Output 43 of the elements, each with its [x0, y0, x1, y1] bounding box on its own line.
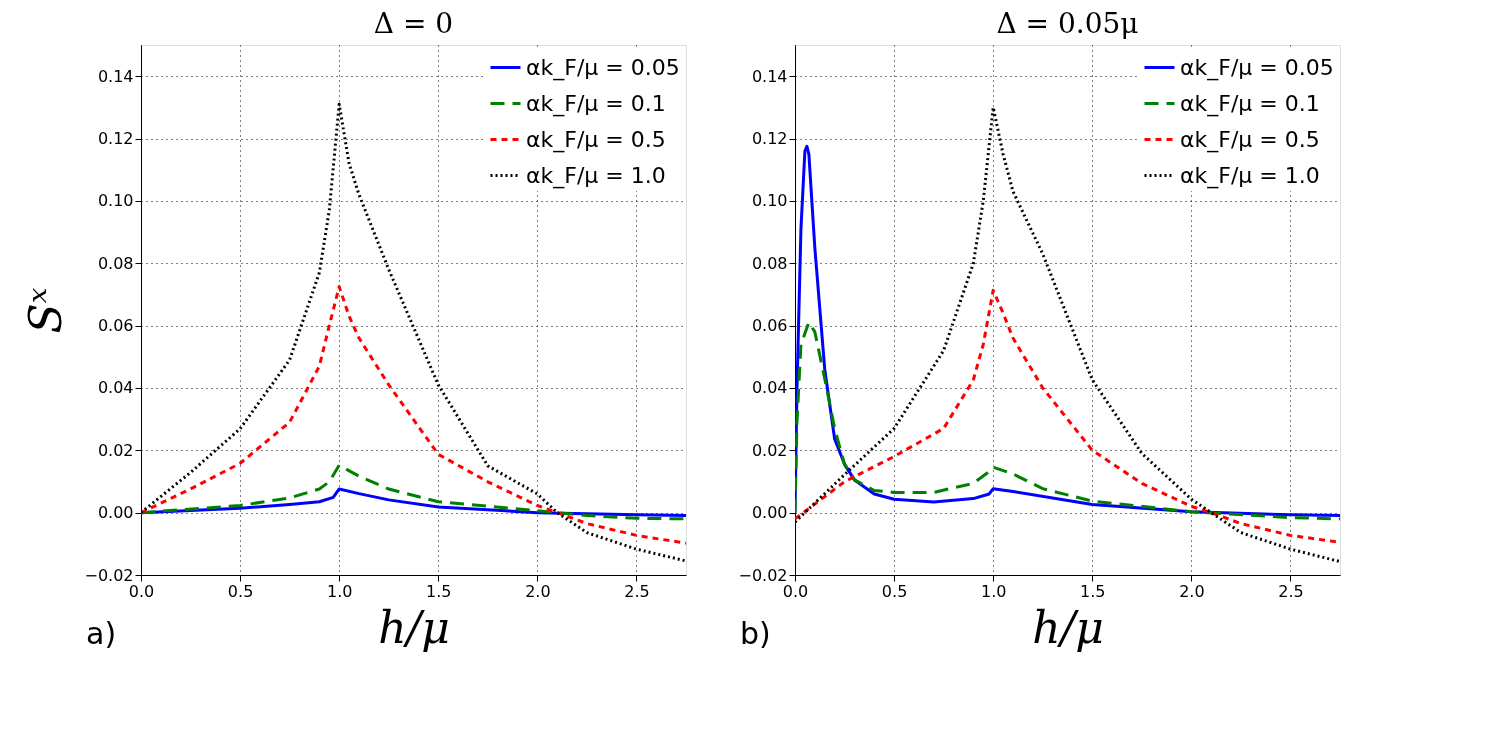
y-tick-label: 0.02 [751, 440, 788, 460]
x-axis-title: h/μ [378, 601, 450, 653]
y-tick-label: 0.04 [97, 378, 134, 398]
x-tick-label: 1.5 [1080, 581, 1106, 601]
x-tick-label: 1.5 [426, 581, 452, 601]
y-tick-label: 0.00 [751, 503, 788, 523]
x-tick-label: 1.0 [980, 581, 1007, 601]
y-tick-label: 0.08 [751, 253, 788, 273]
line-series [141, 285, 686, 545]
x-tick-label: 0.5 [881, 581, 908, 601]
x-tick-label: 2.0 [525, 581, 551, 601]
x-axis-title: h/μ [1032, 601, 1104, 653]
x-tick-label: 2.0 [1179, 581, 1205, 601]
y-tick-label: 0.12 [751, 129, 788, 149]
y-tick-label: 0.12 [97, 129, 134, 149]
legend-label: αk_F/μ = 1.0 [1180, 162, 1320, 189]
chart-title: Δ = 0.05μ [996, 7, 1139, 40]
y-tick-label: 0.00 [97, 503, 134, 523]
y-tick-label: 0.14 [97, 66, 134, 86]
y-axis-title: Sˣ [20, 287, 72, 334]
legend-label: αk_F/μ = 0.5 [1180, 126, 1320, 153]
legend-label: αk_F/μ = 0.1 [526, 90, 666, 117]
legend-label: αk_F/μ = 0.05 [1180, 54, 1334, 81]
legend-label: αk_F/μ = 1.0 [526, 162, 666, 189]
y-tick-label: 0.08 [97, 253, 134, 273]
x-tick-label: 2.5 [1278, 581, 1304, 601]
text: a) [86, 616, 117, 651]
legend-label: αk_F/μ = 0.05 [526, 54, 680, 81]
y-tick-label: 0.10 [97, 191, 134, 211]
text: b) [740, 616, 771, 651]
y-tick-label: 0.06 [97, 316, 134, 336]
y-tick-label: 0.04 [751, 378, 788, 398]
legend-label: αk_F/μ = 0.1 [1180, 90, 1320, 117]
legend-label: αk_F/μ = 0.5 [526, 126, 666, 153]
x-tick-label: 2.5 [624, 581, 650, 601]
y-tick-label: 0.06 [751, 316, 788, 336]
chart-title: Δ = 0 [373, 7, 454, 40]
x-tick-label: 1.0 [326, 581, 353, 601]
y-tick-label: 0.02 [97, 440, 134, 460]
y-tick-label: 0.10 [751, 191, 788, 211]
line-series [141, 463, 686, 521]
x-tick-label: 0.5 [227, 581, 254, 601]
y-tick-label: 0.14 [751, 66, 788, 86]
